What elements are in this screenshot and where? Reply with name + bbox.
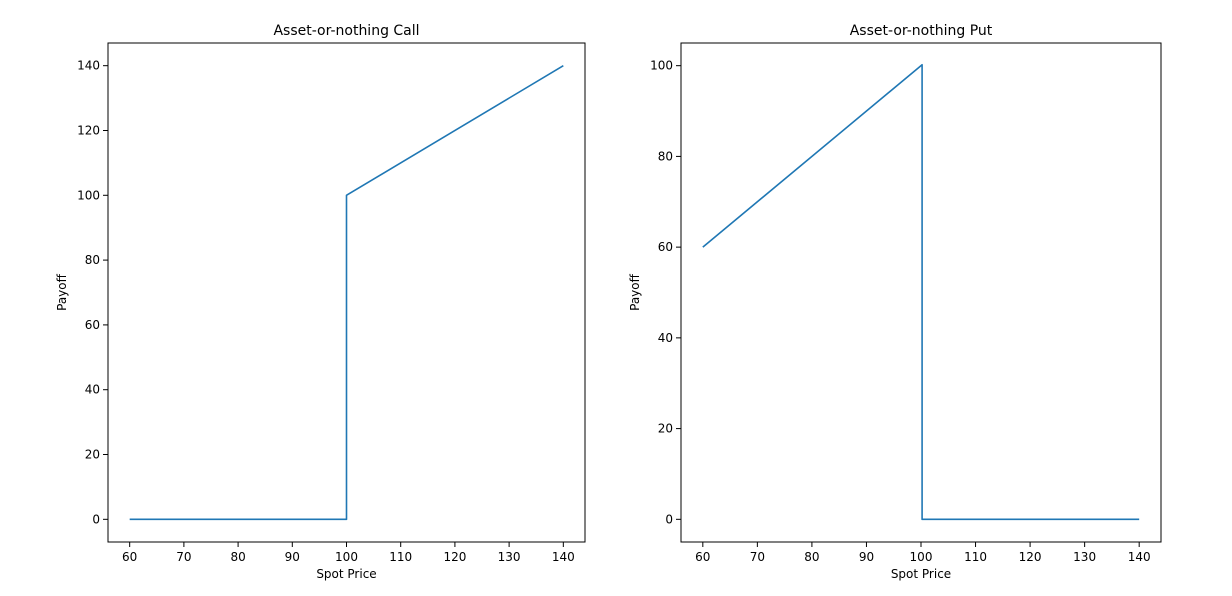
put-y-tick-label: 100 <box>650 59 673 73</box>
put-chart: Asset-or-nothing Put 60 70 80 90 100 110 120 130… <box>628 23 1162 581</box>
call-x-tick-label: 120 <box>443 550 466 564</box>
put-x-tick-label: 80 <box>804 550 819 564</box>
call-x-tick-label: 100 <box>335 550 358 564</box>
call-y-tick-label: 0 <box>92 512 100 526</box>
put-payoff-line <box>702 63 1140 521</box>
call-x-axis-label: Spot Price <box>316 567 376 581</box>
call-plot-frame <box>107 42 586 543</box>
call-y-tick-label: 120 <box>77 123 100 137</box>
call-x-tick-label: 140 <box>552 550 575 564</box>
call-y-tick-label: 140 <box>77 59 100 73</box>
put-plot-frame <box>680 42 1162 543</box>
put-x-axis-label: Spot Price <box>891 567 951 581</box>
put-x-tick-label: 60 <box>695 550 710 564</box>
put-x-tick-label: 70 <box>750 550 765 564</box>
put-y-tick-label: 40 <box>658 331 673 345</box>
call-x-tick-label: 70 <box>176 550 191 564</box>
put-x-tick-label: 110 <box>964 550 987 564</box>
call-chart: Asset-or-nothing Call 60 70 80 90 100 110 120 13… <box>55 23 586 581</box>
put-x-tick-label: 100 <box>910 550 933 564</box>
call-y-tick-label: 60 <box>85 318 100 332</box>
call-chart-title: Asset-or-nothing Call <box>273 23 419 39</box>
call-x-tick-label: 110 <box>389 550 412 564</box>
call-x-tick-label: 90 <box>285 550 300 564</box>
call-y-axis-label: Payoff <box>55 273 69 310</box>
put-chart-title: Asset-or-nothing Put <box>850 23 993 39</box>
call-y-tick-label: 20 <box>85 448 100 462</box>
put-y-tick-label: 0 <box>665 512 673 526</box>
put-x-tick-label: 120 <box>1019 550 1042 564</box>
call-y-tick-label: 80 <box>85 253 100 267</box>
put-y-tick-label: 20 <box>658 422 673 436</box>
call-x-tick-label: 60 <box>122 550 137 564</box>
put-x-tick-label: 90 <box>859 550 874 564</box>
put-x-tick-label: 140 <box>1128 550 1151 564</box>
call-payoff-line <box>129 64 564 521</box>
call-x-tick-label: 80 <box>230 550 245 564</box>
put-y-tick-label: 80 <box>658 149 673 163</box>
call-y-tick-label: 40 <box>85 383 100 397</box>
call-y-tick-label: 100 <box>77 188 100 202</box>
put-x-tick-label: 130 <box>1073 550 1096 564</box>
call-x-tick-label: 130 <box>498 550 521 564</box>
put-y-axis-label: Payoff <box>628 273 642 310</box>
put-y-tick-label: 60 <box>658 240 673 254</box>
